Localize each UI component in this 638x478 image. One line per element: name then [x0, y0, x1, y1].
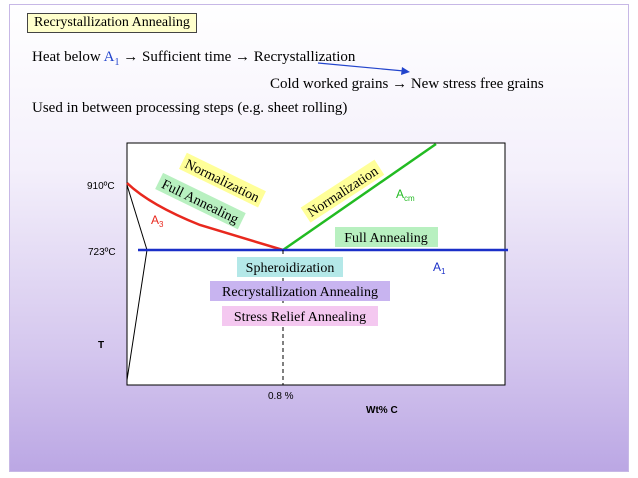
slide-title: Recrystallization Annealing	[27, 13, 197, 33]
pointer-arrow-line	[317, 62, 405, 72]
a1-symbol: A1	[103, 49, 120, 68]
usage-line: Used in between processing steps (e.g. s…	[32, 100, 348, 116]
heat-below-text: Heat below	[32, 49, 104, 65]
process-line: Heat below A1 → Sufficient time → Recrys…	[32, 49, 355, 68]
acm-label: Acm	[396, 187, 415, 203]
recrystallization-box	[210, 281, 390, 301]
recrystallization-text: Recrystallization	[253, 49, 356, 65]
a1-label: A1	[433, 260, 446, 276]
pointer-arrow-head	[401, 67, 410, 75]
full-annealing-right-box	[335, 227, 438, 247]
full-annealing-right-label: Full Annealing	[344, 231, 428, 246]
arrow: →	[119, 49, 142, 65]
recrystallization-label: Recrystallization Annealing	[222, 285, 378, 300]
stress-relief-label: Stress Relief Annealing	[234, 310, 366, 325]
stress-relief-box	[222, 306, 378, 326]
solidus-line	[126, 184, 148, 251]
temp-723-label: 723ºC	[88, 247, 116, 258]
temperature-axis-label: T	[98, 340, 104, 351]
a3-label: A3	[151, 213, 164, 229]
composition-label: 0.8 %	[268, 391, 294, 402]
spheroidization-label: Spheroidization	[246, 261, 335, 276]
a3-curve	[126, 182, 284, 252]
arrow: →	[231, 49, 254, 65]
cold-worked-text: Cold worked grains	[270, 76, 389, 92]
arrow: →	[388, 76, 411, 92]
stress-free-text: New stress free grains	[410, 76, 544, 92]
temp-910-label: 910ºC	[87, 181, 115, 192]
acm-line	[282, 142, 437, 252]
carbon-axis-label: Wt% C	[366, 405, 398, 416]
spheroidization-box	[237, 257, 343, 277]
ferrite-boundary-line	[126, 249, 148, 381]
grains-line: Cold worked grains → New stress free gra…	[270, 76, 544, 93]
sufficient-time-text: Sufficient time	[142, 49, 232, 65]
